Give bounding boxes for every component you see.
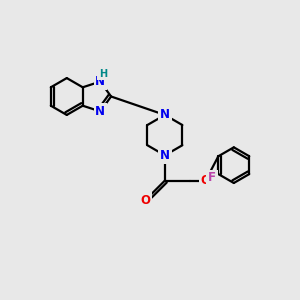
Text: F: F xyxy=(208,171,216,184)
Text: O: O xyxy=(201,174,211,187)
Text: N: N xyxy=(95,75,105,88)
Text: N: N xyxy=(95,105,105,118)
Text: N: N xyxy=(160,149,170,162)
Text: N: N xyxy=(160,108,170,122)
Text: H: H xyxy=(99,69,107,79)
Text: O: O xyxy=(140,194,150,207)
